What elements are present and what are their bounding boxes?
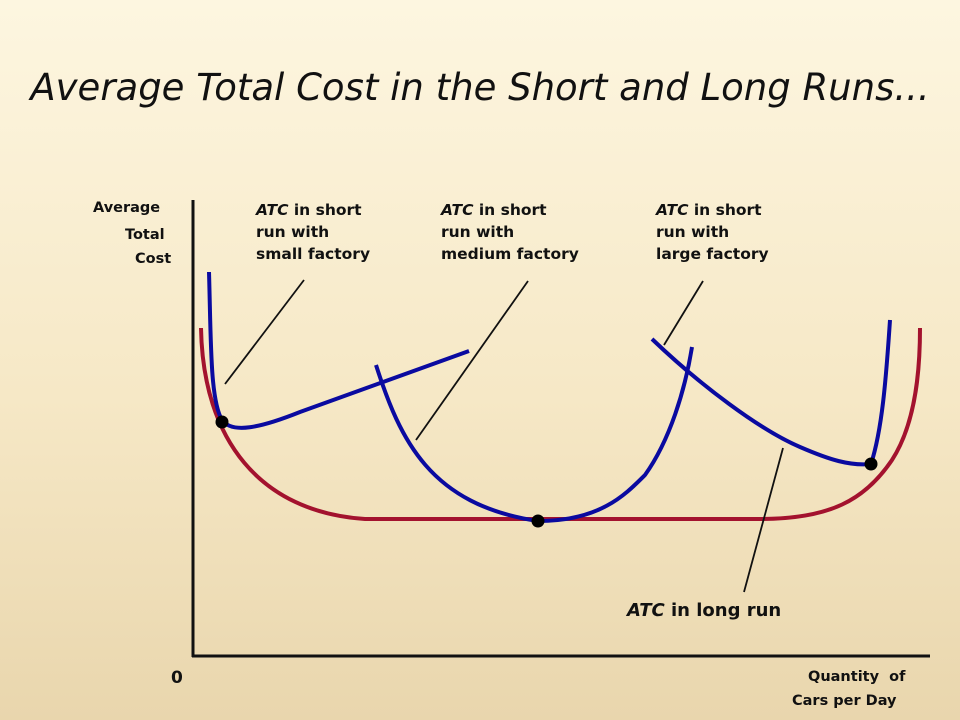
leader-large-factory	[663, 280, 704, 346]
annotation-long-run: ATC in long run	[627, 600, 781, 622]
atc-small-line1: in short	[288, 201, 362, 219]
atc-medium-line2: run with	[441, 223, 515, 241]
tangency-point-large	[864, 457, 878, 471]
atc-medium-abbrev: ATC	[441, 201, 474, 219]
atc-long-run-abbrev: ATC	[627, 600, 665, 621]
atc-small-abbrev: ATC	[256, 201, 289, 219]
atc-large-line2: run with	[656, 223, 730, 241]
atc-long-run-text: in long run	[664, 600, 782, 621]
atc-small-line3: small factory	[256, 245, 371, 263]
annotation-small-factory: ATC in short run with small factory	[256, 199, 370, 265]
atc-large-line3: large factory	[656, 245, 769, 263]
x-axis-label-line1: Quantity of	[808, 669, 906, 685]
y-axis-label-line3: Cost	[135, 251, 172, 267]
atc-medium-line1: in short	[473, 201, 547, 219]
y-axis-label-line1: Average	[93, 200, 161, 216]
x-axis-label-line2: Cars per Day	[792, 693, 897, 709]
annotation-medium-factory: ATC in short run with medium factory	[441, 199, 579, 265]
origin-label: 0	[171, 668, 183, 688]
leader-small-factory	[224, 279, 305, 385]
slide-title: Average Total Cost in the Short and Long…	[30, 66, 930, 109]
tangency-point-medium	[531, 514, 545, 528]
tangency-point-small	[215, 415, 229, 429]
annotation-large-factory: ATC in short run with large factory	[656, 199, 769, 265]
y-axis-label-line2: Total	[125, 227, 165, 243]
leader-medium-factory	[415, 280, 529, 441]
long-run-atc-curve	[199, 327, 922, 521]
atc-large-abbrev: ATC	[656, 201, 689, 219]
short-run-atc-medium-curve	[374, 346, 694, 524]
short-run-atc-large-curve	[650, 319, 892, 467]
atc-large-line1: in short	[688, 201, 762, 219]
short-run-atc-small-curve	[207, 271, 470, 430]
atc-medium-line3: medium factory	[441, 245, 579, 263]
atc-small-line2: run with	[256, 223, 330, 241]
leader-long-run	[743, 447, 784, 593]
